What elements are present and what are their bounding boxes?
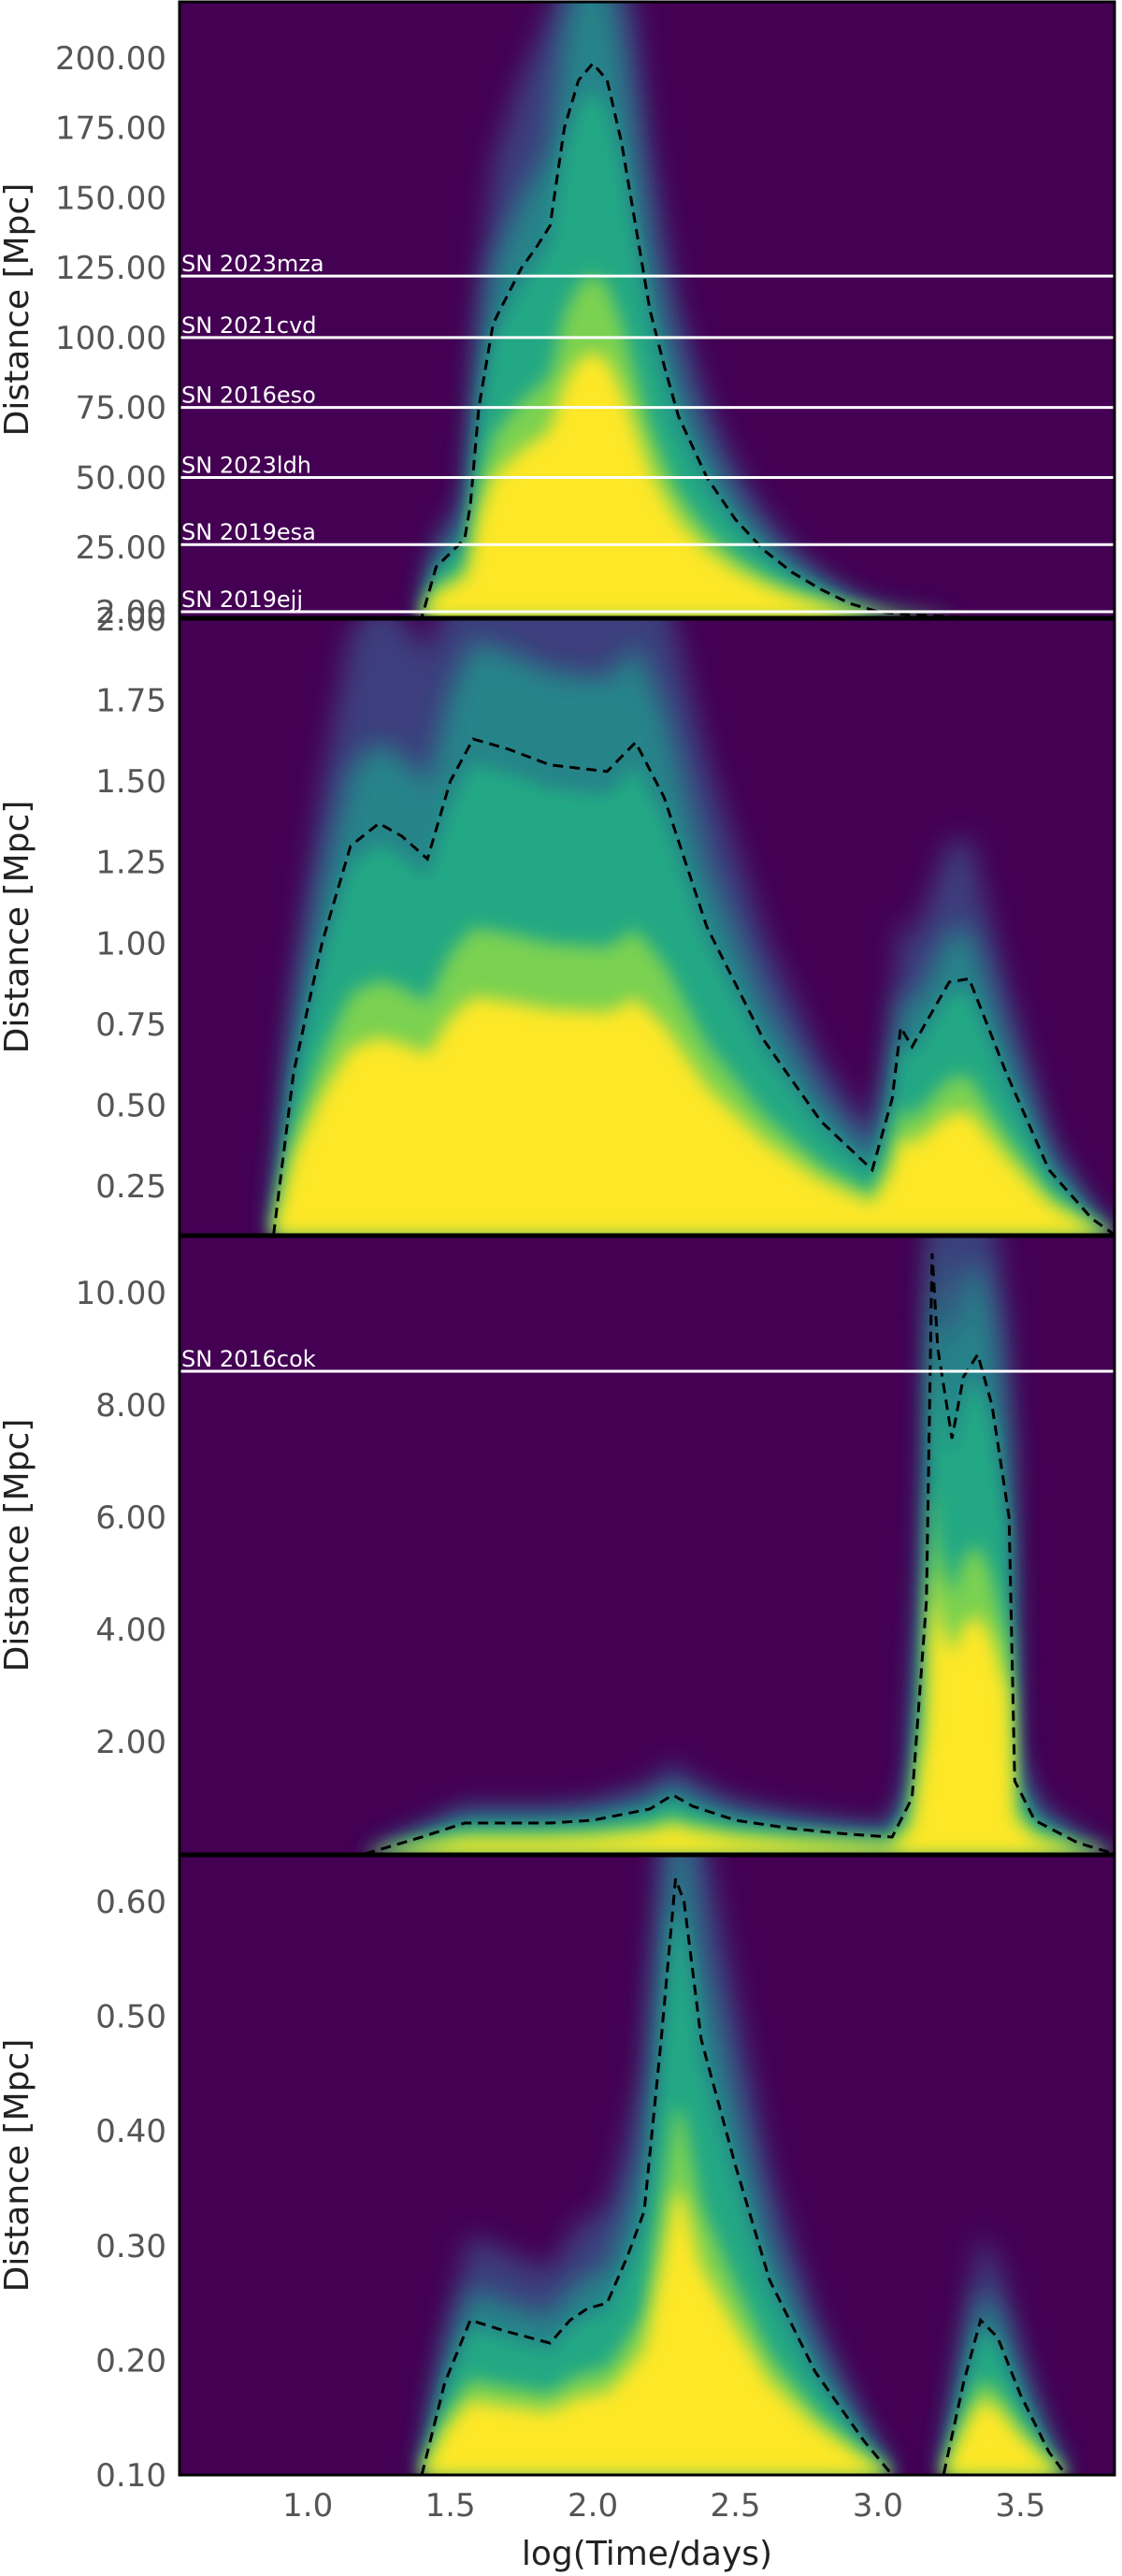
y-tick-label: 0.50 bbox=[95, 1999, 166, 2036]
y-tick-label: 0.60 bbox=[95, 1884, 166, 1921]
heatmap-core bbox=[365, 1565, 1115, 1854]
y-axis-label: Distance [Mpc] bbox=[0, 183, 36, 437]
heatmap-high-glow bbox=[180, 273, 1115, 617]
x-tick-label: 2.0 bbox=[568, 2487, 618, 2525]
y-tick-label: 200.00 bbox=[55, 40, 166, 78]
panel-frame bbox=[178, 1854, 1116, 2477]
y-tick-label: 1.75 bbox=[95, 683, 166, 720]
y-tick-label: 25.00 bbox=[76, 529, 166, 567]
heatmap-high-glow bbox=[422, 2105, 1067, 2475]
x-tick-label: 3.0 bbox=[853, 2487, 903, 2525]
y-tick-label: 1.25 bbox=[95, 845, 166, 882]
y-tick-label: 75.00 bbox=[76, 390, 166, 427]
x-tick-label: 2.5 bbox=[710, 2487, 760, 2525]
panel-top: SN 2023mza SN 2021cvd SN 2016eso SN 2023ldh… bbox=[0, 0, 1116, 631]
sn-label: SN 2016eso bbox=[181, 383, 316, 409]
x-axis-label: log(Time/days) bbox=[522, 2535, 772, 2573]
y-tick-label: 1.00 bbox=[95, 925, 166, 962]
panel-third: SN 2016cok 2.00 4.00 6.00 8.00 10.00 Distance … bbox=[0, 1235, 1116, 1856]
sn-label: SN 2019ejj bbox=[181, 586, 303, 613]
heatmap-area bbox=[180, 1856, 1115, 2475]
y-tick-label: 6.00 bbox=[95, 1499, 166, 1537]
y-axis-label: Distance [Mpc] bbox=[0, 2039, 36, 2293]
sn-label: SN 2019esa bbox=[181, 519, 316, 545]
panel-frame bbox=[178, 1235, 1116, 1856]
heatmap-core bbox=[273, 996, 1115, 1235]
panel-second: 0.25 0.50 0.75 1.00 1.25 1.50 1.75 2.00 Distance… bbox=[0, 601, 1116, 1237]
y-tick-label: 4.00 bbox=[95, 1612, 166, 1649]
y-tick-label: 2.00 bbox=[95, 601, 166, 639]
y-tick-label: 0.25 bbox=[95, 1168, 166, 1206]
contour-line bbox=[364, 1252, 1115, 1854]
y-tick-label: 0.20 bbox=[95, 2342, 166, 2380]
contour-line bbox=[180, 61, 1115, 617]
y-tick-label: 0.50 bbox=[95, 1087, 166, 1124]
y-tick-label: 0.75 bbox=[95, 1006, 166, 1044]
y-tick-label: 10.00 bbox=[76, 1275, 166, 1312]
y-tick-label: 0.40 bbox=[95, 2113, 166, 2150]
heatmap-core bbox=[180, 351, 1115, 617]
y-tick-label: 125.00 bbox=[55, 250, 166, 287]
y-tick-label: 100.00 bbox=[55, 320, 166, 357]
y-tick-label: 150.00 bbox=[55, 180, 166, 217]
y-axis-label: Distance [Mpc] bbox=[0, 1419, 36, 1672]
panel-frame bbox=[178, 0, 1116, 619]
y-tick-label: 0.30 bbox=[95, 2228, 166, 2265]
y-tick-label: 2.00 bbox=[95, 594, 166, 631]
x-axis: 1.0 1.5 2.0 2.5 3.0 3.5 log(Time/days) bbox=[282, 2487, 1045, 2573]
sn-label: SN 2016cok bbox=[181, 1346, 316, 1372]
x-tick-label: 3.5 bbox=[995, 2487, 1045, 2525]
heatmap-area bbox=[180, 619, 1115, 1235]
contour-line bbox=[272, 737, 1115, 1235]
y-tick-label: 8.00 bbox=[95, 1387, 166, 1425]
y-tick-label: 2.00 bbox=[95, 1724, 166, 1761]
heatmap-inner-glow bbox=[422, 1908, 1067, 2475]
heatmap-core bbox=[422, 2189, 1067, 2475]
y-axis-label: Distance [Mpc] bbox=[0, 801, 36, 1054]
sn-label: SN 2023ldh bbox=[181, 452, 311, 478]
x-tick-label: 1.0 bbox=[282, 2487, 333, 2525]
panel-frame bbox=[178, 617, 1116, 1237]
sn-label: SN 2021cvd bbox=[181, 312, 317, 339]
panel-bottom: 0.10 0.20 0.30 0.40 0.50 0.60 Distance [Mpc] bbox=[0, 1854, 1116, 2495]
contour-line bbox=[420, 1877, 1068, 2475]
x-tick-label: 1.5 bbox=[425, 2487, 476, 2525]
heatmap-area bbox=[180, 1237, 1115, 1854]
heatmap-inner-glow bbox=[180, 91, 1115, 617]
y-tick-label: 175.00 bbox=[55, 110, 166, 148]
heatmap-area bbox=[180, 2, 1115, 617]
sn-label: SN 2023mza bbox=[181, 251, 324, 277]
y-tick-label: 0.10 bbox=[95, 2457, 166, 2495]
y-tick-label: 50.00 bbox=[76, 459, 166, 497]
y-tick-label: 1.50 bbox=[95, 763, 166, 801]
